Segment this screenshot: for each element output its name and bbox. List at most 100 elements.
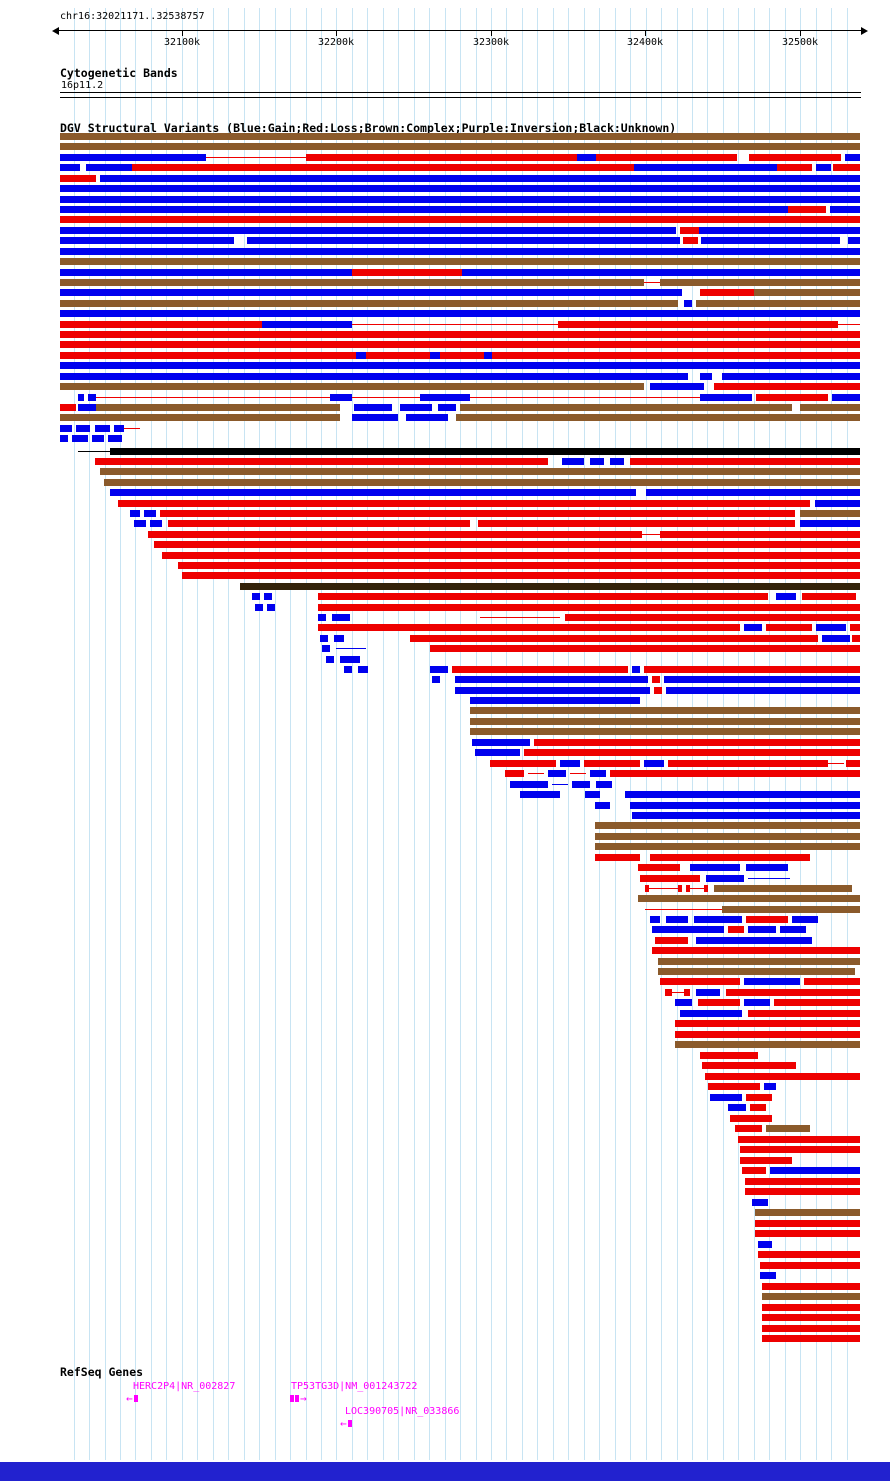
variant-bar-gain[interactable] bbox=[484, 352, 492, 359]
variant-bar-loss[interactable] bbox=[745, 1178, 860, 1185]
variant-bar-gain[interactable] bbox=[632, 666, 640, 673]
variant-bar-loss[interactable] bbox=[698, 999, 740, 1006]
variant-bar-loss[interactable] bbox=[430, 645, 860, 652]
variant-bar-loss[interactable] bbox=[758, 1251, 860, 1258]
variant-bar-gain[interactable] bbox=[752, 1199, 768, 1206]
variant-bar-loss[interactable] bbox=[730, 1115, 772, 1122]
variant-bar-loss[interactable] bbox=[684, 989, 690, 996]
variant-bar-gain[interactable] bbox=[666, 687, 860, 694]
variant-bar-gain[interactable] bbox=[585, 791, 600, 798]
variant-bar-gain[interactable] bbox=[728, 1104, 746, 1111]
variant-bar-loss[interactable] bbox=[762, 1304, 860, 1311]
variant-bar-unknown[interactable] bbox=[78, 451, 110, 452]
gene-label[interactable]: LOC390705|NR_033866 bbox=[345, 1406, 460, 1417]
variant-bar-gain[interactable] bbox=[352, 414, 398, 421]
variant-bar-complex[interactable] bbox=[96, 404, 340, 411]
variant-bar-gain[interactable] bbox=[610, 458, 624, 465]
variant-bar-loss[interactable] bbox=[318, 604, 860, 611]
variant-bar-gain[interactable] bbox=[746, 864, 788, 871]
variant-bar-loss[interactable] bbox=[644, 282, 660, 283]
variant-bar-loss[interactable] bbox=[700, 1052, 758, 1059]
variant-bar-loss[interactable] bbox=[672, 992, 684, 993]
variant-bar-gain[interactable] bbox=[455, 687, 650, 694]
variant-bar-loss[interactable] bbox=[452, 666, 628, 673]
variant-bar-gain[interactable] bbox=[322, 645, 330, 652]
variant-bar-complex[interactable] bbox=[104, 479, 860, 486]
variant-bar-gain[interactable] bbox=[262, 321, 352, 328]
variant-bar-loss[interactable] bbox=[596, 154, 737, 161]
variant-bar-loss[interactable] bbox=[804, 978, 860, 985]
variant-bar-gain[interactable] bbox=[696, 989, 720, 996]
variant-bar-loss[interactable] bbox=[740, 1157, 792, 1164]
variant-bar-gain[interactable] bbox=[430, 352, 440, 359]
variant-bar-complex[interactable] bbox=[60, 133, 860, 140]
variant-bar-complex[interactable] bbox=[60, 279, 644, 286]
variant-bar-gain[interactable] bbox=[548, 770, 566, 777]
variant-bar-loss[interactable] bbox=[652, 676, 660, 683]
variant-bar-gain[interactable] bbox=[595, 802, 610, 809]
variant-bar-loss[interactable] bbox=[478, 520, 795, 527]
variant-bar-complex[interactable] bbox=[460, 404, 792, 411]
variant-bar-gain[interactable] bbox=[438, 404, 456, 411]
variant-bar-loss[interactable] bbox=[60, 404, 76, 411]
variant-bar-gain[interactable] bbox=[634, 164, 777, 171]
variant-bar-loss[interactable] bbox=[645, 885, 649, 892]
variant-bar-gain[interactable] bbox=[60, 206, 788, 213]
variant-bar-gain[interactable] bbox=[744, 999, 770, 1006]
variant-bar-loss[interactable] bbox=[762, 1314, 860, 1321]
variant-bar-loss[interactable] bbox=[154, 541, 860, 548]
variant-bar-gain[interactable] bbox=[675, 999, 692, 1006]
variant-bar-gain[interactable] bbox=[354, 404, 392, 411]
variant-bar-gain[interactable] bbox=[60, 196, 860, 203]
cytoband-band-box[interactable] bbox=[60, 92, 861, 98]
variant-bar-gain[interactable] bbox=[455, 676, 648, 683]
variant-bar-gain[interactable] bbox=[420, 394, 470, 401]
variant-bar-gain[interactable] bbox=[562, 458, 584, 465]
variant-bar-loss[interactable] bbox=[352, 324, 558, 325]
variant-bar-gain[interactable] bbox=[596, 781, 612, 788]
variant-bar-loss[interactable] bbox=[352, 269, 462, 276]
variant-bar-loss[interactable] bbox=[680, 227, 699, 234]
variant-bar-gain[interactable] bbox=[100, 175, 860, 182]
variant-bar-loss[interactable] bbox=[148, 531, 642, 538]
variant-bar-unknown[interactable] bbox=[110, 448, 860, 455]
variant-bar-complex[interactable] bbox=[470, 718, 860, 725]
variant-bar-gain[interactable] bbox=[60, 237, 234, 244]
variant-bar-loss[interactable] bbox=[740, 1146, 860, 1153]
variant-bar-gain[interactable] bbox=[114, 425, 124, 432]
variant-bar-gain[interactable] bbox=[358, 666, 368, 673]
variant-bar-loss[interactable] bbox=[746, 1094, 772, 1101]
variant-bar-loss[interactable] bbox=[683, 237, 698, 244]
variant-bar-gain[interactable] bbox=[816, 164, 831, 171]
variant-bar-gain[interactable] bbox=[650, 383, 704, 390]
variant-bar-loss[interactable] bbox=[182, 572, 860, 579]
variant-bar-loss[interactable] bbox=[742, 1167, 766, 1174]
variant-bar-loss[interactable] bbox=[524, 749, 860, 756]
variant-bar-loss[interactable] bbox=[558, 321, 838, 328]
variant-bar-loss[interactable] bbox=[60, 175, 96, 182]
variant-bar-loss[interactable] bbox=[788, 206, 826, 213]
variant-bar-complex[interactable] bbox=[60, 300, 678, 307]
variant-bar-gain[interactable] bbox=[748, 926, 776, 933]
variant-bar-gain[interactable] bbox=[334, 635, 344, 642]
variant-bar-gain[interactable] bbox=[432, 676, 440, 683]
variant-bar-gain[interactable] bbox=[590, 770, 606, 777]
variant-bar-loss[interactable] bbox=[749, 154, 841, 161]
variant-bar-gain[interactable] bbox=[264, 593, 272, 600]
variant-bar-complex[interactable] bbox=[470, 728, 860, 735]
variant-bar-complex[interactable] bbox=[762, 1293, 860, 1300]
variant-bar-loss[interactable] bbox=[746, 916, 788, 923]
variant-bar-loss[interactable] bbox=[318, 593, 768, 600]
variant-bar-gain[interactable] bbox=[560, 760, 580, 767]
variant-bar-loss[interactable] bbox=[95, 458, 548, 465]
variant-bar-complex[interactable] bbox=[800, 510, 860, 517]
variant-bar-gain[interactable] bbox=[72, 435, 88, 442]
variant-bar-loss[interactable] bbox=[738, 1136, 860, 1143]
variant-bar-loss[interactable] bbox=[704, 885, 708, 892]
variant-bar-gain[interactable] bbox=[792, 916, 818, 923]
variant-bar-loss[interactable] bbox=[802, 593, 856, 600]
variant-bar-gain[interactable] bbox=[332, 614, 350, 621]
variant-bar-gain[interactable] bbox=[832, 394, 860, 401]
variant-bar-loss[interactable] bbox=[755, 1220, 860, 1227]
variant-bar-loss[interactable] bbox=[686, 885, 690, 892]
